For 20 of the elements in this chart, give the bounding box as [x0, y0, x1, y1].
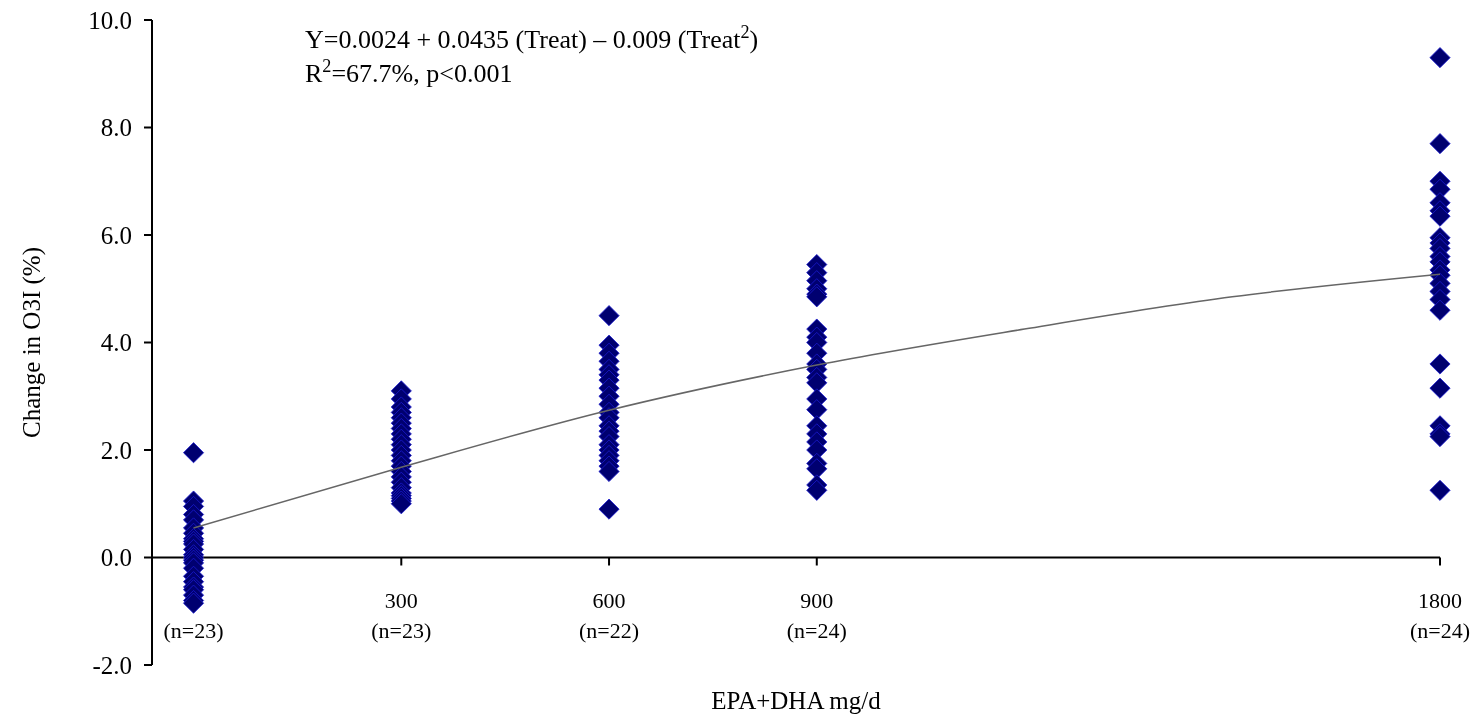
y-tick-label: 10.0: [88, 6, 132, 34]
annotation: (n=23): [163, 617, 224, 643]
x-axis-title: EPA+DHA mg/d: [711, 687, 882, 714]
x-tick-label: 900: [800, 587, 834, 613]
y-tick-label: 2.0: [100, 436, 132, 464]
x-tick-label: 600: [592, 587, 626, 613]
annotation: (n=23): [371, 617, 432, 643]
y-tick-label: 8.0: [100, 114, 132, 142]
y-tick-label: 4.0: [100, 329, 132, 357]
x-tick-label: 1800: [1418, 587, 1462, 613]
x-tick-label: 300: [384, 587, 418, 613]
y-tick-label: -2.0: [92, 651, 132, 679]
annotation: (n=24): [786, 617, 847, 643]
annotation: (n=24): [1409, 617, 1471, 643]
annotation: (n=22): [579, 617, 640, 643]
annotation: Y=0.0024 + 0.0435 (Treat) – 0.009 (Treat$^{2}$): [305, 22, 759, 54]
y-axis-title: Change in O3I (%): [18, 247, 46, 438]
y-tick-label: 0.0: [100, 544, 132, 572]
annotation: R$^{2}$=67.7%, p<0.001: [305, 56, 513, 88]
y-tick-label: 6.0: [100, 221, 132, 249]
